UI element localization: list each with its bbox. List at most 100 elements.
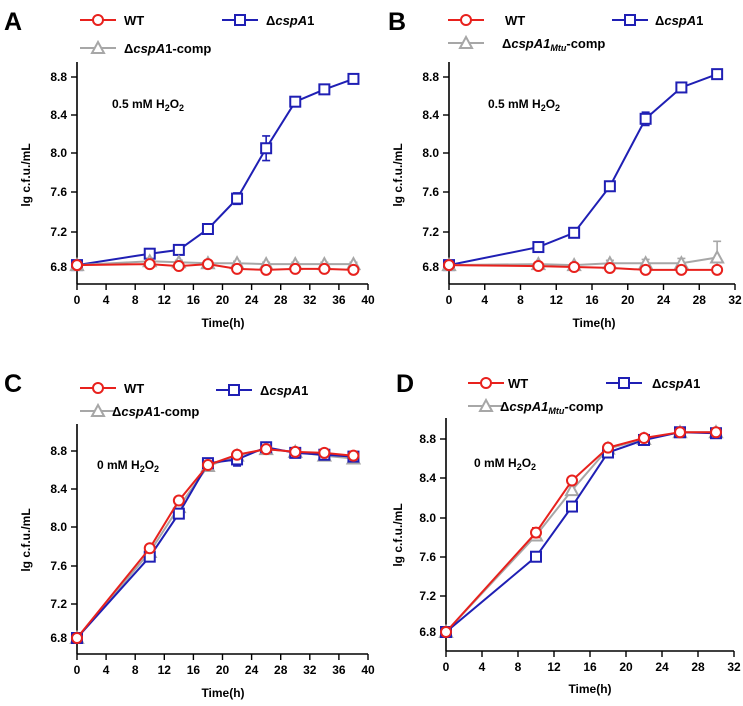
y-axis-title: lg c.f.u./mL bbox=[391, 503, 405, 566]
y-tick-label: 8.8 bbox=[50, 70, 67, 84]
condition-label: 0 mM H2O2 bbox=[97, 458, 159, 474]
x-tick-label: 12 bbox=[550, 293, 564, 307]
data-point bbox=[172, 260, 185, 273]
legend-label-comp: ΔcspA1-comp bbox=[112, 404, 199, 419]
series-line bbox=[76, 448, 354, 639]
data-point bbox=[638, 432, 650, 445]
legend-marker bbox=[618, 377, 630, 389]
data-point bbox=[71, 259, 83, 272]
x-tick-label: 16 bbox=[585, 293, 599, 307]
y-tick-label: 7.6 bbox=[422, 185, 439, 199]
y-tick-label: 7.6 bbox=[419, 550, 436, 564]
y-tick-label: 7.6 bbox=[50, 559, 67, 573]
x-tick-label: 24 bbox=[245, 293, 259, 307]
data-point bbox=[172, 243, 185, 256]
panel-c: C WT ΔcspA1 ΔcspA1-comp 0 mM H2O2 bbox=[4, 370, 375, 700]
data-point bbox=[602, 441, 614, 454]
legend-comp: ΔcspA1-comp bbox=[80, 402, 199, 419]
legend-label-ko: ΔcspA1 bbox=[266, 13, 314, 28]
x-tick-label: 20 bbox=[619, 660, 633, 674]
x-tick-group: 0 4 8 12 16 20 24 28 32 36 40 bbox=[74, 654, 375, 677]
condition-label: 0.5 mM H2O2 bbox=[112, 97, 184, 113]
x-tick-label: 24 bbox=[655, 660, 669, 674]
legend-marker bbox=[234, 14, 246, 26]
legend-label-wt: WT bbox=[508, 376, 528, 391]
y-tick-label: 8.8 bbox=[419, 432, 436, 446]
plot-area bbox=[69, 441, 362, 644]
legend-marker bbox=[92, 382, 104, 394]
legend-marker bbox=[624, 14, 636, 26]
series-wt bbox=[71, 443, 360, 644]
data-point bbox=[260, 443, 273, 456]
legend-comp: ΔcspA1Mtu-comp bbox=[448, 34, 605, 53]
x-tick-label: 12 bbox=[158, 293, 172, 307]
legend: WT ΔcspA1 ΔcspA1-comp bbox=[80, 381, 308, 419]
x-tick-label: 16 bbox=[187, 293, 201, 307]
x-tick-label: 40 bbox=[361, 663, 375, 677]
data-point bbox=[201, 459, 214, 472]
series-comp bbox=[69, 253, 362, 272]
data-point bbox=[172, 507, 185, 520]
y-axis-title: lg c.f.u./mL bbox=[19, 143, 33, 206]
x-tick-label: 8 bbox=[517, 293, 524, 307]
x-tick-label: 16 bbox=[187, 663, 201, 677]
panel-letter: D bbox=[396, 370, 414, 398]
data-point bbox=[289, 262, 302, 275]
y-axis: 6.8 7.2 7.6 8.0 8.4 8.8 lg c.f.u./mL bbox=[19, 424, 78, 654]
legend-marker bbox=[480, 377, 492, 389]
legend-label-wt: WT bbox=[505, 13, 525, 28]
data-point bbox=[639, 112, 652, 125]
data-point bbox=[71, 632, 83, 644]
condition-label: 0.5 mM H2O2 bbox=[488, 97, 560, 113]
y-tick-group: 6.8 7.2 7.6 8.0 8.4 8.8 bbox=[50, 444, 77, 645]
x-axis: 0 4 8 12 16 20 24 28 32 Time(h) bbox=[443, 650, 741, 696]
panel-letter: A bbox=[4, 8, 22, 36]
data-point bbox=[532, 260, 545, 273]
x-tick-label: 0 bbox=[74, 293, 81, 307]
x-tick-label: 32 bbox=[728, 293, 742, 307]
x-tick-label: 8 bbox=[132, 663, 139, 677]
x-tick-label: 8 bbox=[132, 293, 139, 307]
panel-a: A WT ΔcspA1 ΔcspA1-comp 0.5 mM H2O2 bbox=[4, 8, 375, 330]
condition-label: 0 mM H2O2 bbox=[474, 456, 536, 472]
data-point bbox=[568, 261, 581, 273]
x-tick-label: 20 bbox=[216, 293, 230, 307]
x-tick-label: 8 bbox=[515, 660, 522, 674]
legend-marker bbox=[460, 14, 472, 26]
legend-marker bbox=[478, 397, 494, 412]
data-point bbox=[566, 474, 578, 487]
data-point bbox=[201, 258, 214, 271]
x-tick-label: 24 bbox=[245, 663, 259, 677]
y-axis-title: lg c.f.u./mL bbox=[19, 508, 33, 571]
series-ko bbox=[71, 441, 360, 644]
panel-b: B WT ΔcspA1 ΔcspA1Mtu-comp 0.5 mM H2O2 bbox=[388, 8, 742, 330]
x-axis-title: Time(h) bbox=[572, 316, 615, 330]
legend-label-ko: ΔcspA1 bbox=[260, 383, 308, 398]
data-point bbox=[347, 449, 360, 462]
y-tick-label: 7.2 bbox=[419, 589, 436, 603]
legend-wt: WT bbox=[448, 13, 525, 28]
x-tick-label: 20 bbox=[216, 663, 230, 677]
y-tick-label: 7.2 bbox=[422, 225, 439, 239]
x-tick-label: 4 bbox=[103, 663, 110, 677]
x-tick-label: 16 bbox=[583, 660, 597, 674]
data-point bbox=[318, 446, 331, 459]
x-tick-label: 24 bbox=[657, 293, 671, 307]
plot-area bbox=[441, 68, 725, 276]
legend-label-comp: ΔcspA1Mtu-comp bbox=[500, 399, 603, 416]
x-axis-title: Time(h) bbox=[201, 686, 244, 700]
data-point bbox=[674, 426, 686, 439]
legend-label-wt: WT bbox=[124, 381, 144, 396]
y-tick-group: 6.8 7.2 7.6 8.0 8.4 8.8 bbox=[422, 70, 449, 274]
panel-letter: C bbox=[4, 370, 22, 398]
data-point bbox=[566, 500, 578, 513]
series-line bbox=[76, 448, 354, 639]
x-tick-label: 32 bbox=[727, 660, 741, 674]
y-tick-label: 6.8 bbox=[422, 260, 439, 274]
x-tick-label: 0 bbox=[446, 293, 453, 307]
y-tick-label: 7.2 bbox=[50, 597, 67, 611]
x-tick-label: 4 bbox=[103, 293, 110, 307]
x-tick-label: 36 bbox=[332, 663, 346, 677]
x-tick-label: 12 bbox=[158, 663, 172, 677]
y-tick-group: 6.8 7.2 7.6 8.0 8.4 8.8 bbox=[419, 432, 446, 639]
